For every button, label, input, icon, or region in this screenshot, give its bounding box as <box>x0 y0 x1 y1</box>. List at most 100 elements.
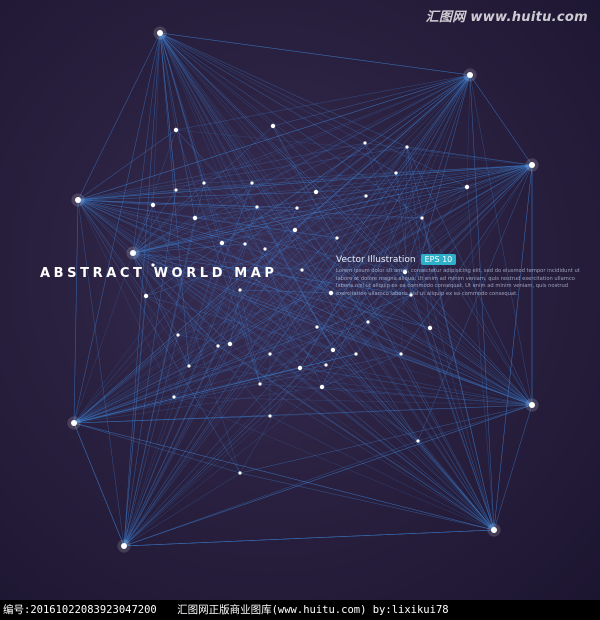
network-line <box>321 353 357 388</box>
network-line <box>188 142 366 367</box>
network-line <box>77 199 406 273</box>
network-line <box>272 125 533 406</box>
network-line <box>173 172 397 398</box>
network-line <box>123 217 196 547</box>
network-line <box>367 321 533 406</box>
network-line <box>159 32 419 442</box>
network-line <box>332 294 412 351</box>
network-node <box>263 247 267 251</box>
network-line <box>330 292 334 351</box>
network-node <box>71 420 77 426</box>
network-line <box>244 237 338 245</box>
network-line <box>244 243 533 406</box>
network-line <box>332 349 495 531</box>
network-node <box>297 365 303 371</box>
network-line <box>132 252 190 367</box>
network-node <box>151 263 155 267</box>
network-line <box>77 199 219 347</box>
network-line <box>73 415 271 424</box>
network-line <box>123 248 266 547</box>
network-node <box>295 206 299 210</box>
network-line <box>244 243 266 250</box>
network-line <box>239 289 412 296</box>
network-line <box>145 295 533 406</box>
network-line <box>194 74 471 219</box>
network-line <box>188 365 533 406</box>
network-line <box>77 191 317 201</box>
network-node <box>121 543 127 549</box>
network-line <box>321 164 533 388</box>
network-node <box>227 341 233 347</box>
network-line <box>123 207 298 547</box>
network-line <box>73 294 412 424</box>
network-node <box>216 344 220 348</box>
network-line <box>152 264 406 273</box>
network-line <box>132 252 175 398</box>
network-line <box>269 404 533 417</box>
network-node <box>176 333 180 337</box>
network-line <box>159 32 334 351</box>
network-line <box>336 164 533 239</box>
network-node <box>187 364 191 368</box>
network-line <box>469 74 495 531</box>
network-line <box>123 229 296 547</box>
network-line <box>159 32 471 76</box>
network-line <box>239 472 495 531</box>
network-line <box>123 32 161 547</box>
network-line <box>73 269 303 424</box>
network-line <box>203 182 495 531</box>
network-line <box>269 353 495 531</box>
network-line <box>123 242 223 547</box>
network-line <box>321 386 495 531</box>
lorem-ipsum-text: Lorem ipsum dolor sit amet, consectetur … <box>336 268 580 298</box>
network-line <box>272 125 533 406</box>
network-line <box>123 440 419 547</box>
network-line <box>469 74 533 166</box>
network-node <box>354 352 358 356</box>
network-node <box>335 236 339 240</box>
network-line <box>173 353 357 398</box>
network-line <box>73 237 338 424</box>
network-line <box>321 327 431 388</box>
network-node <box>270 123 276 129</box>
network-line <box>159 32 332 294</box>
network-line <box>152 242 223 266</box>
network-line <box>173 164 533 398</box>
network-line <box>73 415 271 424</box>
network-graphic <box>67 26 539 553</box>
network-line <box>73 195 367 424</box>
network-line <box>73 422 125 547</box>
network-line <box>145 295 495 531</box>
network-line <box>159 32 196 219</box>
network-line <box>256 206 533 406</box>
network-line <box>229 146 408 345</box>
network-line <box>77 129 177 201</box>
network-line <box>493 164 533 531</box>
network-line <box>77 186 468 201</box>
network-line <box>188 237 338 367</box>
network-line <box>421 217 533 406</box>
network-line <box>152 264 495 531</box>
network-line <box>330 74 471 294</box>
network-line <box>194 217 338 239</box>
network-line <box>175 129 261 385</box>
network-line <box>410 294 495 531</box>
main-title: ABSTRACT WORLD MAP <box>40 266 278 281</box>
network-line <box>73 199 79 424</box>
network-line <box>73 404 533 424</box>
network-line <box>264 248 495 531</box>
network-line <box>364 74 471 144</box>
network-line <box>364 142 533 406</box>
network-line <box>175 129 303 271</box>
network-line <box>175 129 533 166</box>
network-line <box>73 321 369 424</box>
network-line <box>77 172 397 201</box>
network-line <box>73 32 161 424</box>
network-line <box>77 199 332 294</box>
network-line <box>159 32 402 355</box>
network-line <box>159 32 177 191</box>
vector-text-block: Vector Illustration EPS 10 Lorem ipsum d… <box>336 254 586 299</box>
network-line <box>132 252 147 297</box>
network-line <box>364 142 533 166</box>
network-line <box>152 204 241 474</box>
